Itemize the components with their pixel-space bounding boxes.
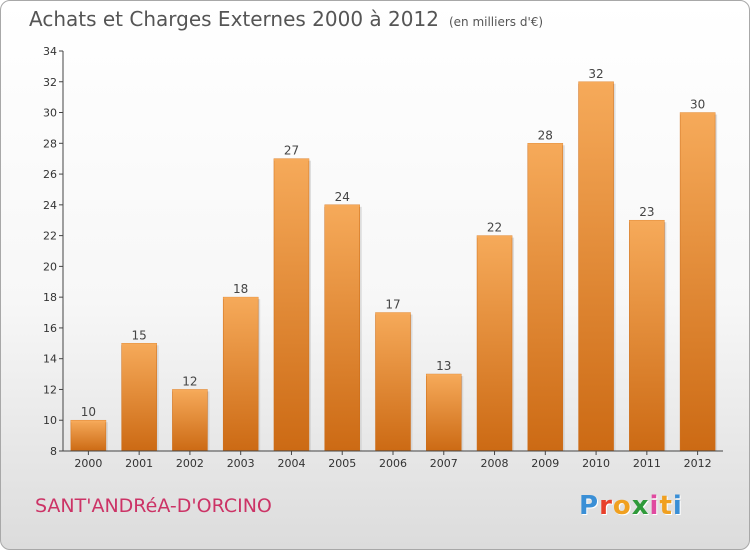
y-tick-label: 24 bbox=[43, 199, 57, 212]
logo-letter: t bbox=[659, 491, 673, 521]
data-label-2008: 22 bbox=[487, 221, 502, 235]
x-tick-label-2003: 2003 bbox=[227, 457, 255, 470]
y-tick-label: 22 bbox=[43, 230, 57, 243]
proxiti-logo: Proxiti bbox=[579, 491, 683, 521]
data-label-2004: 27 bbox=[284, 144, 299, 158]
place-name: SANT'ANDRéA-D'ORCINO bbox=[35, 495, 272, 517]
logo-letter: i bbox=[649, 491, 660, 521]
y-tick-label: 32 bbox=[43, 76, 57, 89]
x-tick-label-2010: 2010 bbox=[582, 457, 610, 470]
logo-letter: r bbox=[599, 491, 613, 521]
y-tick-label: 34 bbox=[43, 45, 57, 58]
y-tick-label: 12 bbox=[43, 383, 57, 396]
bar-2006 bbox=[375, 312, 411, 452]
x-tick-label-2008: 2008 bbox=[481, 457, 509, 470]
bar-2009 bbox=[527, 143, 564, 452]
x-tick-label-2002: 2002 bbox=[176, 457, 204, 470]
y-tick-label: 30 bbox=[43, 107, 57, 120]
x-tick-label-2009: 2009 bbox=[531, 457, 559, 470]
y-tick-label: 26 bbox=[43, 168, 57, 181]
x-tick-label-2012: 2012 bbox=[684, 457, 712, 470]
bar-2011 bbox=[629, 219, 665, 452]
data-label-2009: 28 bbox=[538, 128, 553, 142]
x-tick-label-2004: 2004 bbox=[277, 457, 305, 470]
data-label-2006: 17 bbox=[385, 298, 400, 312]
data-label-2005: 24 bbox=[335, 190, 350, 204]
data-label-2007: 13 bbox=[436, 359, 451, 373]
logo-letter: P bbox=[579, 491, 600, 521]
x-tick-label-2001: 2001 bbox=[125, 457, 153, 470]
data-label-2002: 12 bbox=[182, 374, 197, 388]
bar-2003 bbox=[222, 296, 259, 452]
y-tick-label: 28 bbox=[43, 137, 57, 150]
x-tick-label-2011: 2011 bbox=[633, 457, 661, 470]
y-tick-label: 20 bbox=[43, 260, 57, 273]
bar-2002 bbox=[172, 389, 208, 452]
data-label-2001: 15 bbox=[132, 328, 147, 342]
y-tick-label: 16 bbox=[43, 322, 57, 335]
logo-letter: i bbox=[672, 491, 683, 521]
logo-letter: x bbox=[631, 491, 650, 521]
axis-layer: 8 10 12 14 16 18 20 22 24 26 28 30 32 34 2000 2001 2002 2… bbox=[43, 45, 723, 470]
y-tick-label: 18 bbox=[43, 291, 57, 304]
bar-2012 bbox=[679, 112, 716, 452]
bar-2004 bbox=[273, 158, 310, 452]
x-tick-label-2005: 2005 bbox=[328, 457, 356, 470]
bar-2010 bbox=[578, 81, 614, 452]
bar-2001 bbox=[121, 343, 157, 452]
bar-2008 bbox=[476, 235, 513, 452]
bar-2007 bbox=[426, 373, 462, 452]
x-tick-label-2000: 2000 bbox=[74, 457, 102, 470]
data-label-2000: 10 bbox=[81, 405, 96, 419]
data-label-2011: 23 bbox=[639, 205, 654, 219]
x-tick-label-2007: 2007 bbox=[430, 457, 458, 470]
bar-2000 bbox=[70, 419, 107, 452]
logo-letter: o bbox=[612, 491, 632, 521]
chart-title-text: Achats et Charges Externes 2000 à 2012 bbox=[29, 7, 439, 31]
data-label-2012: 30 bbox=[690, 98, 705, 112]
chart-title: Achats et Charges Externes 2000 à 2012 (e… bbox=[29, 7, 543, 31]
bar-2005 bbox=[324, 204, 360, 452]
chart-subtitle: (en milliers d'€) bbox=[448, 15, 544, 29]
y-tick-label: 14 bbox=[43, 353, 57, 366]
y-tick-label: 10 bbox=[43, 414, 57, 427]
x-tick-label-2006: 2006 bbox=[379, 457, 407, 470]
data-label-2010: 32 bbox=[588, 67, 603, 81]
bars-layer: 10 15 12 18 27 24 17 13 22 28 32 23 30 bbox=[70, 67, 718, 452]
data-label-2003: 18 bbox=[233, 282, 248, 296]
y-tick-label: 8 bbox=[50, 445, 57, 458]
